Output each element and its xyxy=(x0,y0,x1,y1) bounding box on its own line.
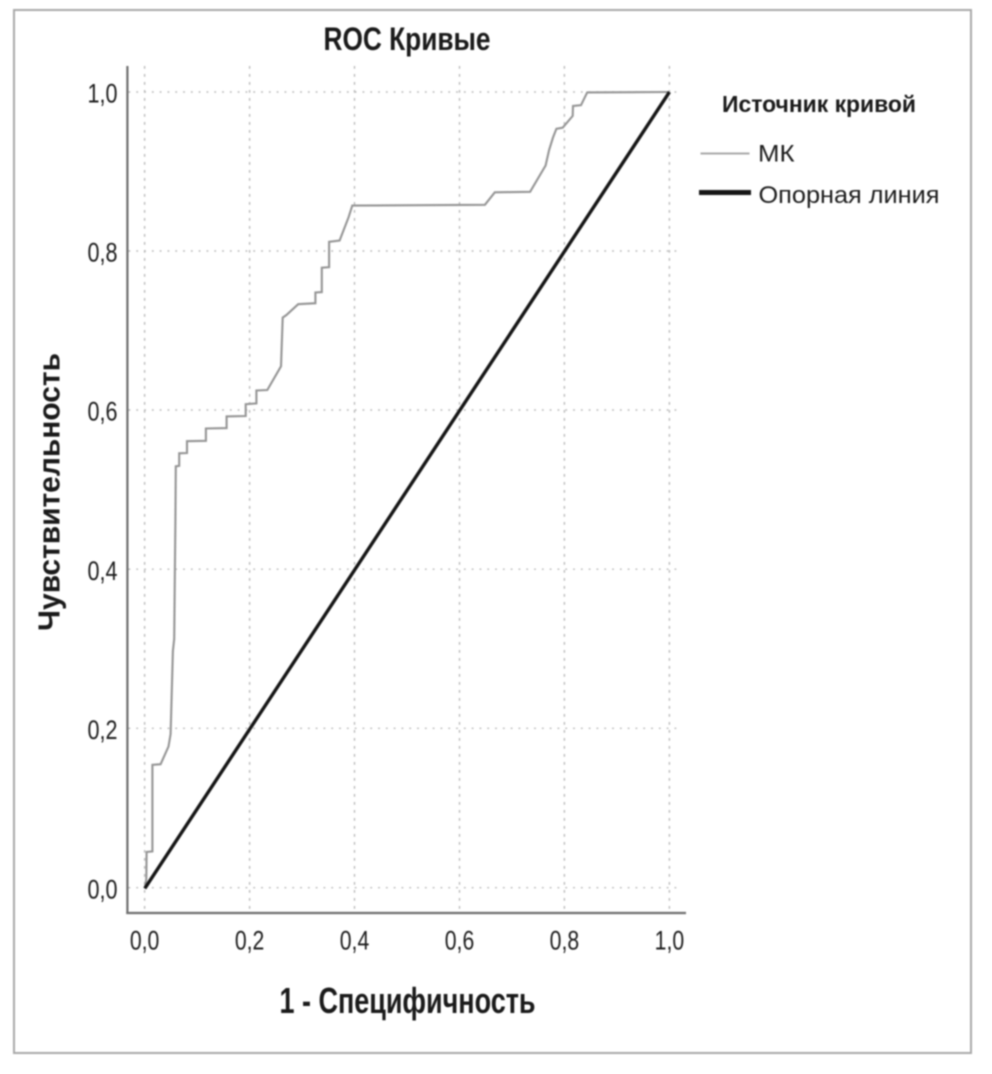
svg-text:Источник кривой: Источник кривой xyxy=(722,91,916,117)
svg-text:1,0: 1,0 xyxy=(88,79,118,109)
svg-text:0,6: 0,6 xyxy=(88,397,118,427)
svg-text:0,8: 0,8 xyxy=(550,926,580,956)
svg-text:ROC Кривые: ROC Кривые xyxy=(324,21,491,57)
svg-text:Опорная линия: Опорная линия xyxy=(759,182,940,209)
svg-text:0,4: 0,4 xyxy=(88,556,118,586)
svg-text:МК: МК xyxy=(758,141,795,168)
svg-text:0,8: 0,8 xyxy=(88,238,118,268)
svg-text:0,0: 0,0 xyxy=(130,926,160,956)
svg-text:1 - Специфичность: 1 - Специфичность xyxy=(280,980,536,1021)
svg-text:0,0: 0,0 xyxy=(88,874,118,904)
svg-text:0,2: 0,2 xyxy=(88,715,118,745)
svg-text:0,4: 0,4 xyxy=(340,926,370,956)
svg-text:0,2: 0,2 xyxy=(235,926,265,956)
svg-text:1,0: 1,0 xyxy=(655,926,685,956)
svg-text:0,6: 0,6 xyxy=(445,926,475,956)
svg-text:Чувствительность: Чувствительность xyxy=(32,353,67,631)
